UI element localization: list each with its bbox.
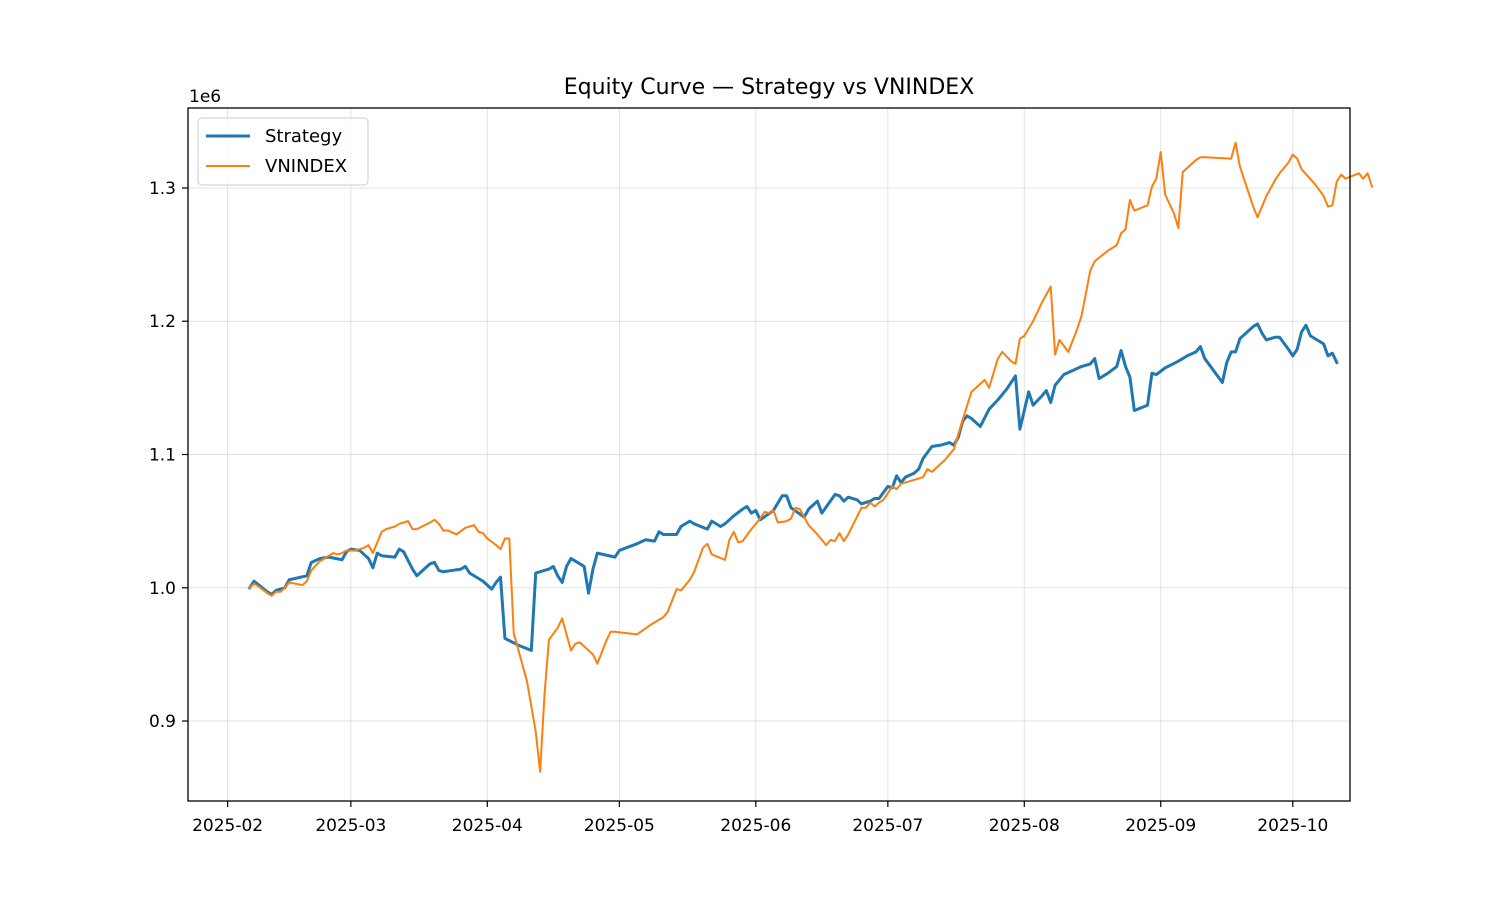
y-tick-label: 1.1 (149, 446, 176, 466)
y-tick-label: 1.3 (149, 179, 176, 199)
x-tick-label: 2025-02 (192, 816, 263, 836)
x-tick-label: 2025-04 (452, 816, 523, 836)
x-tick-label: 2025-07 (852, 816, 923, 836)
y-axis: 0.9 1.0 1.1 1.2 1.3 (149, 179, 188, 732)
x-tick-label: 2025-03 (315, 816, 386, 836)
y-tick-label: 0.9 (149, 712, 176, 732)
x-tick-label: 2025-05 (584, 816, 655, 836)
x-tick-label: 2025-09 (1125, 816, 1196, 836)
x-axis: 2025-02 2025-03 2025-04 2025-05 2025-06 2025-… (192, 801, 1328, 836)
x-tick-label: 2025-08 (989, 816, 1060, 836)
series-layer (247, 141, 1374, 773)
vnindex-line (248, 141, 1374, 773)
vnindex-legend-label: VNINDEX (265, 156, 347, 177)
strategy-legend-label: Strategy (265, 126, 342, 147)
y-tick-label: 1.0 (149, 579, 176, 599)
y-tick-label: 1.2 (149, 312, 176, 332)
x-tick-label: 2025-06 (720, 816, 791, 836)
chart-title: Equity Curve — Strategy vs VNINDEX (564, 75, 975, 100)
strategy-line (247, 322, 1339, 652)
grid-lines (188, 108, 1350, 801)
x-tick-label: 2025-10 (1257, 816, 1328, 836)
y-offset-label: 1e6 (189, 87, 221, 107)
legend: Strategy VNINDEX (197, 117, 369, 186)
